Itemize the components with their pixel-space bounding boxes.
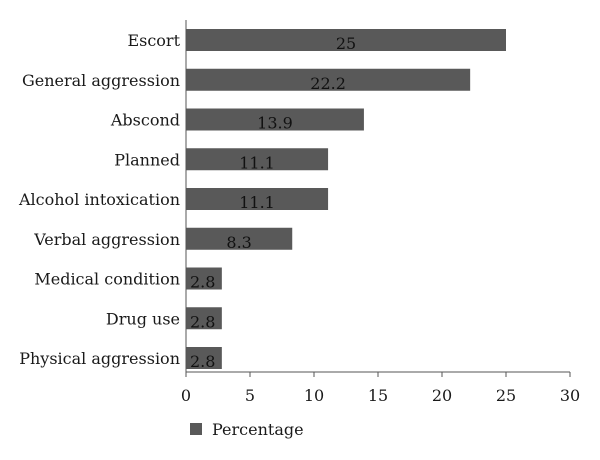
data-label: 2.8 xyxy=(190,273,215,292)
legend-label: Percentage xyxy=(212,420,304,439)
data-label: 25 xyxy=(336,34,356,53)
category-label: Planned xyxy=(114,150,180,169)
data-label: 22.2 xyxy=(310,74,346,93)
category-label: Verbal aggression xyxy=(33,230,180,249)
category-label: Alcohol intoxication xyxy=(18,190,180,209)
legend: Percentage xyxy=(190,420,304,439)
bar xyxy=(186,108,364,131)
data-label: 2.8 xyxy=(190,352,215,371)
x-tick-label: 10 xyxy=(304,386,324,405)
category-label: General aggression xyxy=(22,71,180,90)
bar xyxy=(186,307,222,330)
x-tick-label: 5 xyxy=(245,386,255,405)
x-tick-label: 15 xyxy=(368,386,388,405)
data-label: 8.3 xyxy=(226,233,251,252)
category-label: Medical condition xyxy=(34,270,180,289)
bar xyxy=(186,347,222,369)
bars-layer xyxy=(186,29,506,369)
x-tick-label: 30 xyxy=(560,386,580,405)
bar xyxy=(186,267,222,290)
data-label: 11.1 xyxy=(239,153,275,172)
data-label: 2.8 xyxy=(190,312,215,331)
bar xyxy=(186,29,506,51)
x-axis: 0 5 10 15 20 25 30 xyxy=(181,20,580,405)
bar xyxy=(186,227,293,250)
x-tick-label: 25 xyxy=(496,386,516,405)
legend-swatch xyxy=(190,423,202,435)
category-label: Abscond xyxy=(110,111,180,130)
category-label: Physical aggression xyxy=(19,349,180,368)
data-label: 13.9 xyxy=(257,114,293,133)
bar xyxy=(186,68,471,91)
category-label: Escort xyxy=(127,31,180,50)
x-tick-label: 20 xyxy=(432,386,452,405)
bar xyxy=(186,148,329,171)
data-label: 11.1 xyxy=(239,193,275,212)
bar xyxy=(186,188,329,210)
labels-layer: Escort 25 General aggression 22.2 Abscond 13.… xyxy=(18,31,356,371)
x-tick-label: 0 xyxy=(181,386,191,405)
category-label: Drug use xyxy=(106,309,180,328)
